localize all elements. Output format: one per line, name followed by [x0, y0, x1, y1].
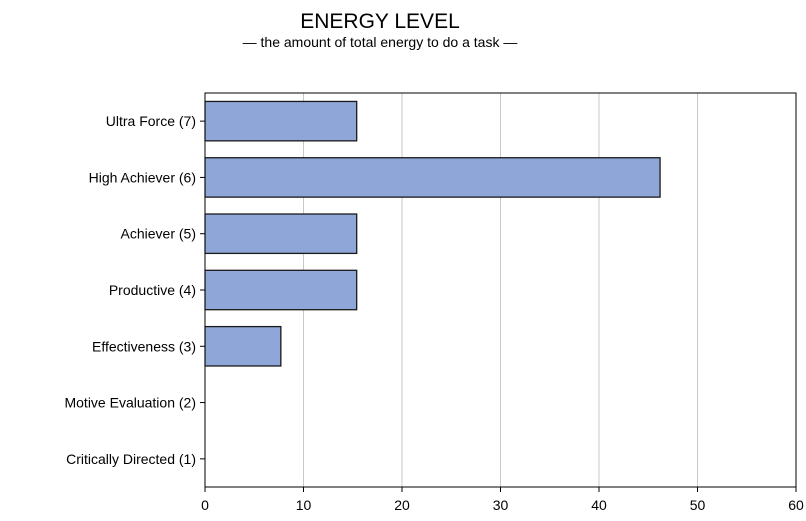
chart-subtitle: — the amount of total energy to do a tas… [243, 34, 518, 50]
y-axis-labels: Ultra Force (7) High Achiever (6) Achiever… [64, 113, 205, 467]
category-label: Effectiveness (3) [92, 338, 196, 354]
x-axis-ticks: 0 10 20 30 40 50 60 [201, 487, 804, 513]
x-tick-label: 60 [788, 497, 804, 513]
bar [204, 325, 282, 367]
category-label: High Achiever (6) [89, 169, 196, 185]
x-tick-label: 0 [201, 497, 209, 513]
category-label: Ultra Force (7) [106, 113, 196, 129]
bar [204, 213, 358, 255]
category-label: Critically Directed (1) [66, 451, 196, 467]
x-tick-label: 30 [493, 497, 509, 513]
x-tick-label: 50 [690, 497, 706, 513]
category-label: Achiever (5) [121, 226, 196, 242]
x-tick-label: 20 [394, 497, 410, 513]
chart-title: ENERGY LEVEL [300, 10, 460, 33]
x-tick-label: 10 [296, 497, 312, 513]
bar [204, 100, 358, 142]
grid-lines [303, 93, 698, 487]
bar [204, 157, 661, 198]
category-label: Productive (4) [109, 282, 196, 298]
category-label: Motive Evaluation (2) [64, 395, 196, 411]
bar [204, 269, 358, 311]
bars [204, 100, 661, 367]
x-tick-label: 40 [591, 497, 607, 513]
